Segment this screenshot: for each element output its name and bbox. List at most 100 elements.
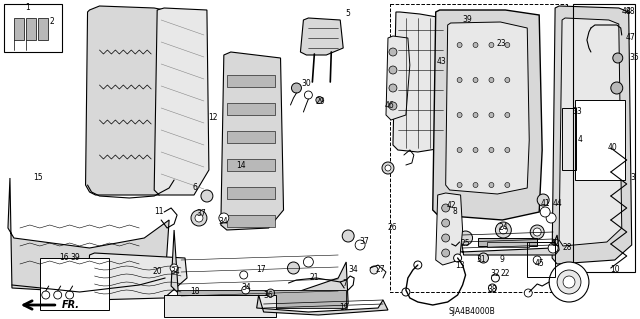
Text: 40: 40 [608, 144, 618, 152]
Bar [164, 295, 276, 317]
Circle shape [492, 274, 499, 282]
Text: 34: 34 [170, 268, 180, 277]
Circle shape [385, 165, 391, 171]
Circle shape [402, 288, 410, 296]
Text: 30: 30 [301, 79, 311, 88]
Bar [14, 18, 24, 40]
Text: 34: 34 [242, 284, 252, 293]
Polygon shape [154, 8, 209, 195]
Text: 27: 27 [375, 265, 385, 275]
Circle shape [457, 78, 462, 83]
Text: 1: 1 [26, 4, 30, 12]
Text: 41: 41 [540, 199, 550, 209]
Polygon shape [86, 6, 177, 195]
Text: 48: 48 [626, 8, 636, 17]
Circle shape [457, 182, 462, 188]
Text: 14: 14 [236, 160, 246, 169]
Bar [40, 258, 109, 310]
Circle shape [473, 147, 478, 152]
Circle shape [473, 42, 478, 48]
Circle shape [489, 42, 494, 48]
Text: 46: 46 [385, 100, 395, 109]
Text: 3: 3 [630, 174, 635, 182]
Text: 8: 8 [552, 240, 557, 249]
Bar [527, 242, 555, 277]
Circle shape [505, 42, 510, 48]
Circle shape [442, 219, 450, 227]
Circle shape [537, 194, 549, 206]
Text: 43: 43 [437, 57, 447, 66]
Circle shape [533, 228, 541, 236]
Polygon shape [393, 12, 445, 152]
Text: 17: 17 [256, 265, 266, 275]
Circle shape [533, 256, 541, 264]
Bar [573, 4, 635, 272]
Circle shape [355, 240, 365, 250]
Circle shape [473, 78, 478, 83]
Circle shape [530, 225, 544, 239]
Text: 45: 45 [534, 259, 544, 269]
Text: 23: 23 [497, 40, 506, 48]
Text: 35: 35 [630, 54, 639, 63]
Circle shape [303, 257, 314, 267]
Circle shape [473, 113, 478, 117]
Bar [26, 18, 36, 40]
Text: 38: 38 [488, 286, 497, 294]
Polygon shape [456, 218, 559, 255]
Text: 32: 32 [491, 270, 500, 278]
Circle shape [389, 84, 397, 92]
Bar [177, 290, 346, 308]
Text: 11: 11 [154, 207, 164, 217]
Text: 2: 2 [49, 18, 54, 26]
Text: 22: 22 [500, 270, 510, 278]
Circle shape [42, 291, 50, 299]
Circle shape [488, 284, 497, 292]
Text: 33: 33 [572, 108, 582, 116]
Bar [227, 159, 275, 171]
Circle shape [557, 270, 581, 294]
Text: 31: 31 [477, 256, 486, 264]
Circle shape [54, 291, 61, 299]
Circle shape [170, 264, 178, 272]
Circle shape [549, 262, 589, 302]
Bar [227, 103, 275, 115]
Text: 39: 39 [71, 254, 81, 263]
Bar [390, 4, 567, 292]
Circle shape [342, 230, 354, 242]
Text: SJA4B4000B: SJA4B4000B [448, 308, 495, 316]
Circle shape [66, 291, 74, 299]
Circle shape [489, 78, 494, 83]
Text: 34: 34 [348, 265, 358, 275]
Text: 7: 7 [343, 279, 348, 288]
Circle shape [305, 91, 312, 99]
Text: 13: 13 [455, 262, 465, 271]
Polygon shape [257, 295, 388, 315]
Circle shape [489, 147, 494, 152]
Circle shape [451, 243, 461, 253]
Circle shape [611, 82, 623, 94]
Circle shape [316, 97, 323, 103]
Text: 9: 9 [500, 256, 505, 264]
Text: 24: 24 [499, 224, 508, 233]
Text: 5: 5 [346, 10, 351, 19]
Circle shape [287, 262, 300, 274]
Polygon shape [433, 10, 542, 220]
Circle shape [382, 162, 394, 174]
Polygon shape [552, 6, 632, 264]
Circle shape [389, 48, 397, 56]
Circle shape [442, 204, 450, 212]
Text: 19: 19 [339, 303, 349, 313]
Circle shape [267, 289, 275, 297]
Polygon shape [445, 22, 529, 194]
Text: 26: 26 [387, 224, 397, 233]
Text: 10: 10 [610, 265, 620, 275]
Text: 18: 18 [190, 287, 200, 296]
Text: 6: 6 [193, 183, 197, 192]
Bar [562, 108, 576, 170]
Circle shape [454, 254, 461, 262]
Circle shape [612, 53, 623, 63]
Bar [4, 4, 61, 52]
Circle shape [240, 271, 248, 279]
Polygon shape [386, 36, 410, 120]
Circle shape [540, 207, 550, 217]
